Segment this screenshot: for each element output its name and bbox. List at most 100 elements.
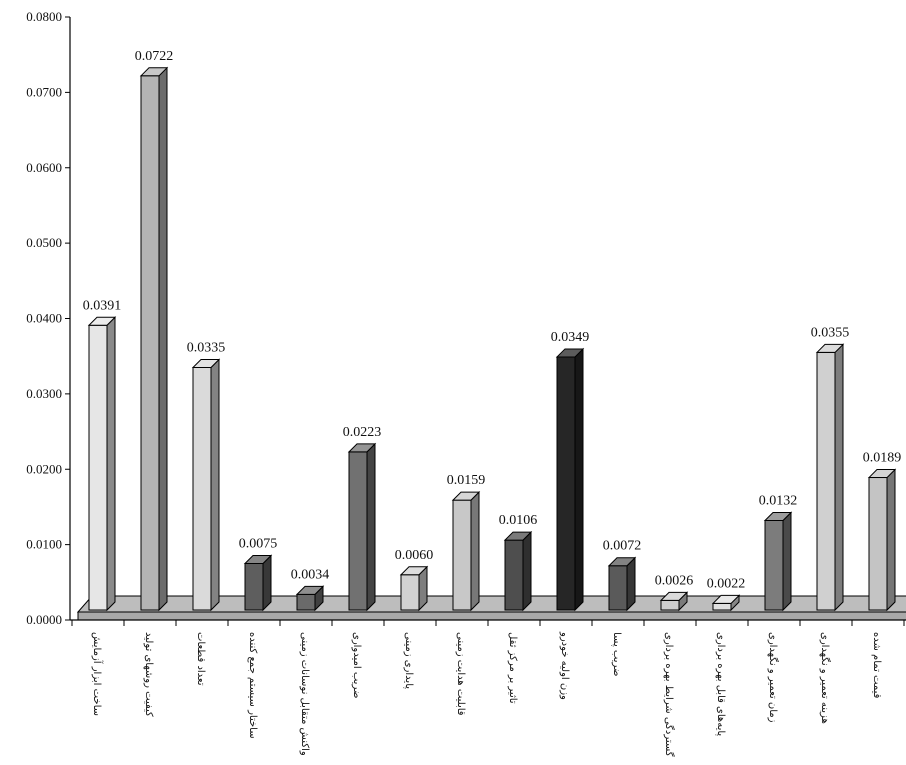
value-label: 0.0075 [239,536,278,551]
bar-side [574,347,584,612]
bar-top [815,343,845,353]
bar-side [626,556,636,612]
bars [87,66,897,612]
bar-front [660,599,680,611]
chart-floor [76,595,906,621]
bar [87,316,117,612]
y-tick-label: 0.0300 [26,386,62,401]
category-label: قیمت تمام شده [871,632,882,699]
bar-side [106,316,116,612]
bar-front [608,565,628,611]
category-label: کیفیت روشهای تولید [143,632,154,717]
category-label: تاثیر بر مرکز ثقل [507,632,518,704]
bar-side [210,358,220,612]
bar-front [400,574,420,611]
bar-top [87,316,117,326]
bar-front [88,324,108,611]
bar-front [868,477,888,611]
bar [711,594,741,612]
y-tick-label: 0.0600 [26,160,62,175]
category-label: قابلیت هدایت زمینی [455,632,466,716]
floor-front [77,611,906,621]
bar-side [158,66,168,612]
bar-front [244,562,264,611]
bar-front [764,520,784,611]
category-label: ساخت ابزار آزمایش [91,632,104,716]
value-label: 0.0022 [707,576,746,591]
bar-top [347,443,377,453]
category-label: گستردگی شرایط بهره برداری [663,632,675,757]
category-label: واکنش متقابل نوسانات زمینی [299,632,310,756]
bar-front [556,356,576,611]
category-label: هزینه تعمیر و نگهداری [819,632,831,724]
bar [451,490,481,612]
bar-side [470,490,480,612]
bar [763,511,793,612]
bar-side [886,468,896,612]
value-label: 0.0722 [135,49,174,64]
value-label: 0.0034 [291,567,330,582]
bar-top [503,531,533,541]
bar-top [399,566,429,576]
bar-top [711,594,741,604]
value-label: 0.0106 [499,513,538,528]
bar-front [296,593,316,611]
bar-front [348,451,368,611]
value-label: 0.0391 [83,298,122,313]
bar [295,585,325,612]
y-tick-label: 0.0100 [26,537,62,552]
y-axis: 0.0000 0.0100 0.0200 0.0300 0.0400 0.0500 0.06… [26,9,906,627]
category-label: ساختار سیستم جمع کننده [247,632,258,739]
category-label: زمان تعمیر و نگهداری [767,632,779,723]
bar [503,530,533,612]
value-label: 0.0072 [603,539,642,554]
bar-top [659,591,689,601]
value-label: 0.0159 [447,473,486,488]
bar-top [295,585,325,595]
bar [399,565,429,612]
y-tick-label: 0.0800 [26,9,62,24]
y-tick-label: 0.0400 [26,311,62,326]
bar-side [366,442,376,612]
bar-top [607,557,637,567]
bar [139,66,169,612]
bar-top [139,67,169,77]
bar [347,442,377,612]
category-label: ضریب امیدواری [351,632,362,698]
category-labels: ساخت ابزار آزمایش کیفیت روشهای تولید تعداد… [91,631,882,757]
bar-front [192,366,212,611]
value-label: 0.0355 [811,325,850,340]
bar-side [262,554,272,612]
bar [191,358,221,612]
bar-front [712,602,732,611]
bar [607,556,637,612]
bar-side [782,511,792,612]
bar-top [451,491,481,501]
bar-top [867,469,897,479]
value-labels: 0.0391 0.0722 0.0335 0.0075 0.0034 0.0223 0.00… [83,49,902,592]
bar [243,554,273,612]
bar-top [555,348,585,358]
value-label: 0.0189 [863,451,902,466]
y-tick-label: 0.0000 [26,612,62,627]
value-label: 0.0335 [187,340,226,355]
value-label: 0.0026 [655,573,694,588]
bar [815,343,845,612]
bar-front [504,539,524,611]
y-tick-label: 0.0500 [26,235,62,250]
bar-top [243,554,273,564]
value-label: 0.0223 [343,425,382,440]
bar [555,347,585,612]
bar [659,591,689,612]
bar-front [452,499,472,611]
bar-side [522,530,532,612]
y-tick-label: 0.0700 [26,84,62,99]
bar-top [763,512,793,522]
category-label: پایداری زمینی [403,632,414,689]
category-label: پایه‌های قابل بهره برداری [715,632,726,736]
category-label: وزن اولیه خودرو [559,631,570,700]
bar-side [834,343,844,612]
category-label: تعداد قطعات [195,632,206,686]
bar [867,468,897,612]
